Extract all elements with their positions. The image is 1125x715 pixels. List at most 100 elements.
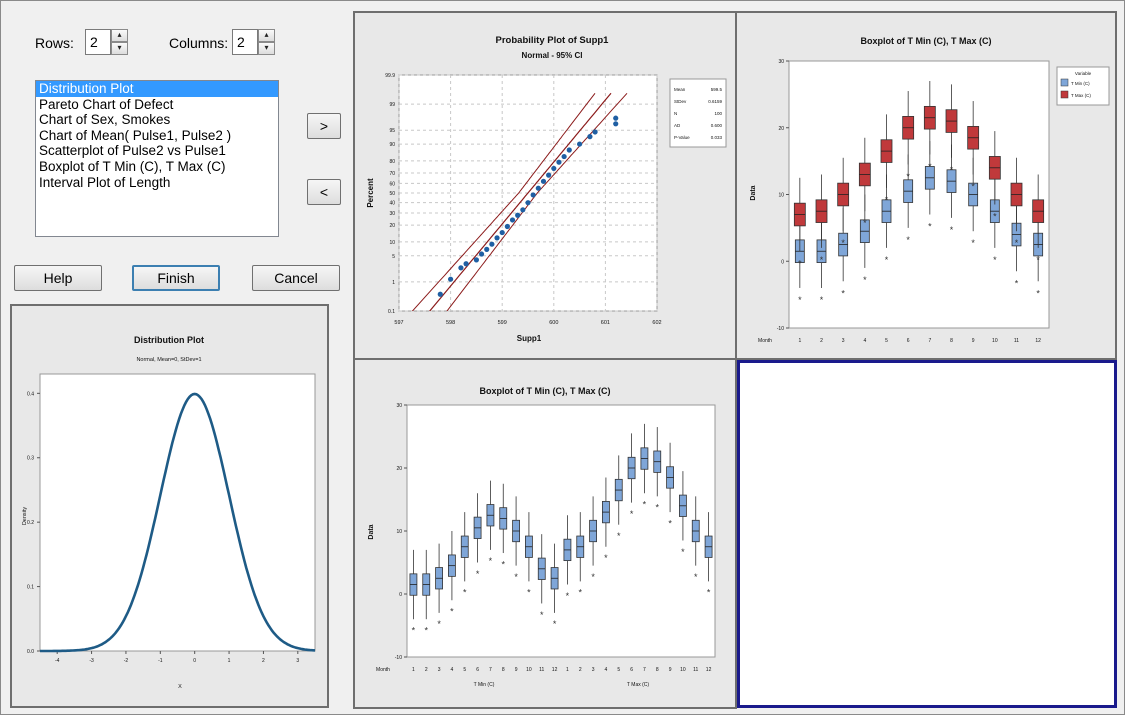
x-tick-label: 1: [566, 667, 569, 673]
x-tick-label: 10: [680, 667, 686, 673]
outlier-mark: *: [928, 161, 932, 171]
legend-swatch: [1060, 78, 1069, 87]
columns-input[interactable]: [232, 29, 258, 55]
layout-cell-2[interactable]: Boxplot of T Min (C), T Max (C) -10 0 10 20 3…: [735, 11, 1117, 360]
data-point: [473, 257, 479, 263]
x-tick-label: 7: [928, 338, 931, 344]
graph-list-item[interactable]: Distribution Plot: [36, 81, 278, 97]
x-tick-label: 1: [412, 667, 415, 673]
stats-box: [669, 78, 727, 148]
columns-label: Columns:: [169, 35, 229, 51]
y-tick-label: 0.4: [27, 391, 34, 397]
outlier-mark: *: [1036, 288, 1040, 298]
x-tick-label: -1: [158, 658, 163, 664]
y-tick-label: 50: [389, 191, 395, 197]
columns-down-button[interactable]: ▾: [258, 42, 275, 55]
add-graph-button[interactable]: >: [307, 113, 341, 139]
y-tick-label: 0: [399, 592, 402, 598]
rows-down-button[interactable]: ▾: [111, 42, 128, 55]
columns-up-button[interactable]: ▴: [258, 29, 275, 42]
data-point: [577, 141, 583, 147]
rows-up-button[interactable]: ▴: [111, 29, 128, 42]
y-tick-label: 95: [389, 128, 395, 134]
layout-cell-1[interactable]: Probability Plot of Supp1 Normal - 95% CI…: [353, 11, 737, 360]
outlier-mark: *: [527, 588, 531, 598]
outlier-mark: *: [424, 626, 428, 636]
x-tick-label: 11: [693, 667, 698, 673]
outlier-mark: *: [863, 218, 867, 228]
data-point: [530, 192, 536, 198]
probability-plot: Probability Plot of Supp1 Normal - 95% CI…: [366, 35, 727, 343]
y-tick-label: 5: [392, 254, 395, 260]
stats-value: 0.6159: [708, 99, 722, 104]
data-point: [489, 241, 495, 247]
plot-area: [39, 373, 316, 652]
remove-graph-button[interactable]: <: [307, 179, 341, 205]
x-tick-label: 3: [842, 338, 845, 344]
y-axis-label: Density: [22, 507, 28, 526]
data-point: [587, 134, 593, 140]
graph-list-item[interactable]: Scatterplot of Pulse2 vs Pulse1: [39, 143, 226, 159]
graph-list-item[interactable]: Chart of Mean( Pulse1, Pulse2 ): [39, 127, 232, 143]
x-tick-label: 3: [296, 658, 299, 664]
data-point: [448, 276, 454, 282]
data-point: [613, 121, 619, 127]
stats-label: Mean: [674, 87, 686, 92]
y-axis-label: Data: [750, 185, 757, 200]
graph-list-item[interactable]: Interval Plot of Length: [39, 174, 171, 190]
x-tick-label: 2: [579, 667, 582, 673]
data-point: [499, 229, 505, 236]
cancel-button[interactable]: Cancel: [252, 265, 340, 291]
y-tick-label: 60: [389, 181, 395, 187]
data-point: [566, 147, 572, 153]
outlier-mark: *: [971, 238, 975, 248]
outlier-mark: *: [707, 588, 711, 598]
x-tick-label: 600: [549, 320, 558, 326]
x-tick-label: 7: [489, 667, 492, 673]
stats-label: P-Value: [674, 135, 690, 140]
preview-panel: Distribution Plot Normal, Mean=0, StDev=1…: [10, 304, 329, 708]
graph-list-item[interactable]: Boxplot of T Min (C), T Max (C): [39, 158, 226, 174]
outlier-mark: *: [841, 238, 845, 248]
outlier-mark: *: [668, 518, 672, 528]
x-tick-label: 12: [552, 667, 558, 673]
layout-cell-4-empty[interactable]: [737, 360, 1117, 708]
data-point: [546, 172, 552, 178]
finish-button[interactable]: Finish: [132, 265, 220, 291]
x-tick-label: 8: [950, 338, 953, 344]
x-tick-label: 1: [798, 338, 801, 344]
data-point: [535, 185, 541, 191]
layout-cell-3[interactable]: Boxplot of T Min (C), T Max (C) -10 0 10 20 3…: [353, 358, 737, 709]
outlier-mark: *: [643, 500, 647, 510]
outlier-mark: *: [820, 255, 824, 265]
stats-label: StDev: [674, 99, 687, 104]
outlier-mark: *: [655, 503, 659, 513]
rows-spinner[interactable]: ▴ ▾: [85, 29, 128, 55]
outlier-mark: *: [906, 171, 910, 181]
outlier-mark: *: [885, 195, 889, 205]
x-tick-label: 4: [863, 338, 866, 344]
x-tick-label: 10: [526, 667, 532, 673]
x-tick-label: 601: [601, 320, 610, 326]
graph-list-item[interactable]: Chart of Sex, Smokes: [39, 112, 171, 128]
outlier-mark: *: [950, 225, 954, 235]
data-point: [437, 291, 443, 297]
graph-list-item[interactable]: Pareto Chart of Defect: [39, 96, 174, 112]
x-axis-label: Supp1: [517, 334, 542, 343]
data-point: [504, 223, 510, 230]
legend-label: T Max (C): [1071, 93, 1091, 98]
columns-spinner[interactable]: ▴ ▾: [232, 29, 275, 55]
y-tick-label: 99.9: [385, 73, 395, 79]
x-tick-label: 11: [539, 667, 544, 673]
outlier-mark: *: [450, 607, 454, 617]
data-point: [592, 129, 598, 135]
boxplot-grouped: Boxplot of T Min (C), T Max (C) -10 0 10 20 3…: [368, 386, 716, 688]
outlier-mark: *: [1015, 238, 1019, 248]
help-button[interactable]: Help: [14, 265, 102, 291]
outlier-mark: *: [489, 556, 493, 566]
x-tick-label: 12: [706, 667, 712, 673]
rows-input[interactable]: [85, 29, 111, 55]
x-tick-label: 0: [193, 658, 196, 664]
graph-list[interactable]: Distribution Plot Pareto Chart of Defect C…: [35, 80, 279, 237]
data-point: [556, 159, 562, 165]
